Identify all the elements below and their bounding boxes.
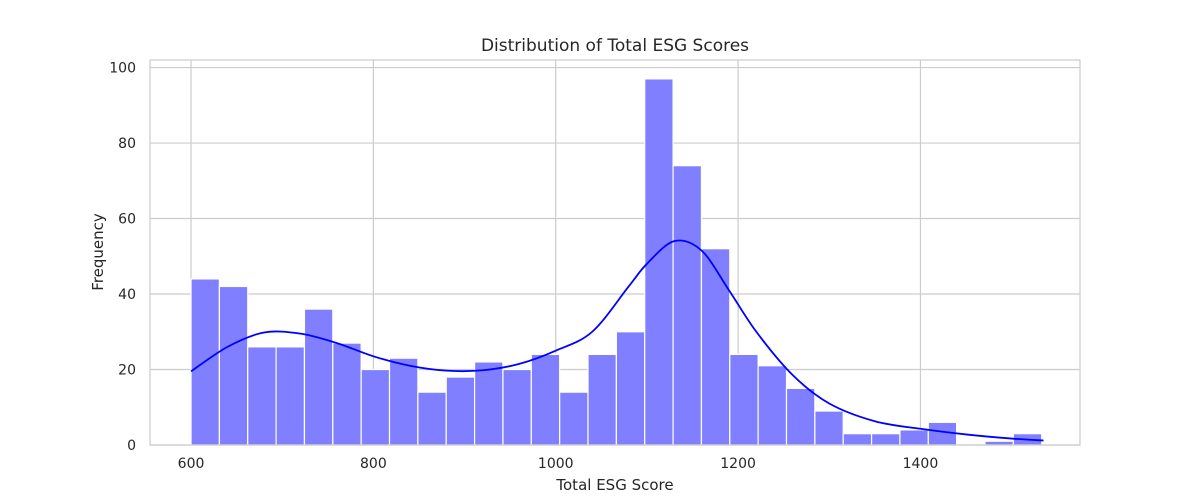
plot-frame bbox=[149, 59, 1081, 446]
y-tick-label: 20 bbox=[118, 363, 136, 379]
y-tick-label: 40 bbox=[118, 287, 136, 303]
y-axis-ticks: 0 20 40 60 80 100 bbox=[109, 61, 136, 454]
histogram-bar bbox=[247, 346, 277, 446]
histogram-bar bbox=[672, 165, 703, 446]
histogram-bar bbox=[729, 353, 759, 446]
histogram-bar bbox=[814, 410, 844, 446]
histogram-bar bbox=[757, 365, 788, 446]
histogram-bar bbox=[899, 429, 929, 446]
histogram-bar bbox=[502, 368, 532, 446]
histogram-bar bbox=[445, 376, 476, 446]
histogram-bar bbox=[615, 331, 646, 446]
histogram-bar bbox=[700, 248, 731, 446]
x-tick-label: 1400 bbox=[903, 456, 939, 472]
x-tick-label: 800 bbox=[360, 456, 387, 472]
y-tick-label: 60 bbox=[118, 212, 136, 228]
histogram-bar bbox=[785, 387, 816, 446]
histogram-bar bbox=[360, 368, 391, 446]
kde-curve bbox=[190, 239, 1044, 442]
histogram-bar bbox=[870, 433, 901, 446]
histogram-bar bbox=[332, 342, 362, 446]
x-tick-label: 600 bbox=[178, 456, 205, 472]
histogram-bar bbox=[218, 285, 249, 446]
x-axis-ticks: 600 800 1000 1200 1400 bbox=[178, 456, 939, 472]
y-axis-label: Frequency bbox=[89, 213, 107, 291]
histogram-bar bbox=[275, 346, 306, 446]
histogram-bar bbox=[530, 353, 561, 446]
kde-curve-layer bbox=[190, 239, 1044, 442]
histogram-bar bbox=[473, 361, 504, 446]
y-tick-label: 100 bbox=[109, 61, 136, 77]
histogram-bar bbox=[303, 308, 334, 446]
histogram-bar bbox=[388, 357, 419, 446]
x-axis-label: Total ESG Score bbox=[555, 476, 673, 494]
y-tick-label: 80 bbox=[118, 136, 136, 152]
histogram-bar bbox=[842, 433, 873, 446]
y-tick-label: 0 bbox=[127, 438, 136, 454]
histogram-bar bbox=[587, 353, 617, 446]
x-tick-label: 1200 bbox=[720, 456, 756, 472]
histogram-bars bbox=[190, 78, 1043, 446]
histogram-bar bbox=[417, 391, 447, 446]
histogram-bar bbox=[559, 391, 589, 446]
chart-title: Distribution of Total ESG Scores bbox=[481, 36, 749, 56]
x-tick-label: 1000 bbox=[538, 456, 574, 472]
